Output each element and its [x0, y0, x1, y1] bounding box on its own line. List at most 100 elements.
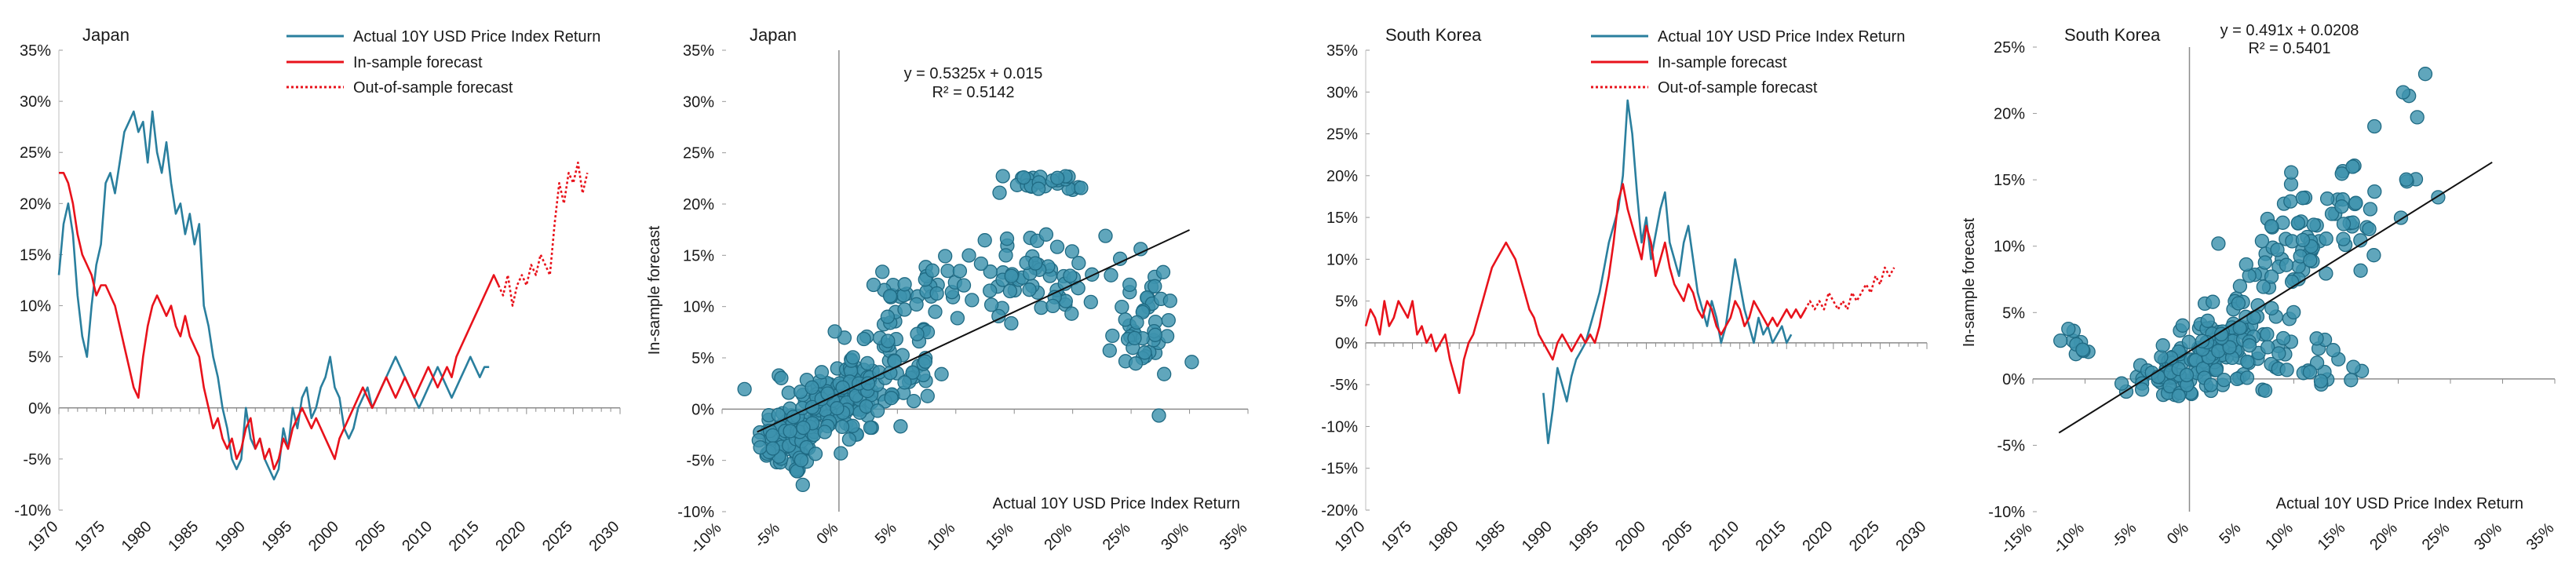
scatter-point: [2303, 253, 2318, 268]
scatter-point: [940, 263, 955, 279]
scatter-point: [2302, 365, 2318, 380]
scatter-point: [1159, 329, 1175, 344]
x-tick-label: 1980: [119, 518, 155, 555]
x-tick-label: 5%: [2217, 519, 2245, 548]
scatter-point: [1184, 355, 1199, 370]
scatter-point: [783, 424, 797, 439]
scatter-point: [2399, 172, 2414, 187]
japan-r-squared: R² = 0.5142: [932, 84, 1014, 101]
scatter-point: [2334, 166, 2349, 181]
y-tick-label: 25%: [1326, 126, 1358, 144]
scatter-point: [795, 477, 810, 493]
scatter-point: [2336, 217, 2352, 231]
y-tick-label: 20%: [683, 196, 714, 213]
scatter-point: [1148, 279, 1162, 293]
scatter-point: [2181, 334, 2196, 349]
scatter-point: [2284, 165, 2299, 180]
y-tick-label: 35%: [20, 42, 51, 60]
series-insample-line: [59, 172, 500, 471]
korea-scatter-xlabel: Actual 10Y USD Price Index Return: [2276, 495, 2523, 512]
scatter-point: [765, 441, 780, 456]
scatter-point: [2053, 333, 2068, 348]
scatter-point: [2254, 233, 2270, 249]
scatter-point: [1063, 268, 1078, 283]
scatter-point: [977, 233, 992, 248]
scatter-point: [983, 264, 998, 279]
scatter-point: [2242, 338, 2257, 353]
y-tick-label: 30%: [1326, 84, 1358, 101]
korea-scatter-title: South Korea: [2064, 25, 2161, 45]
scatter-point: [875, 264, 890, 279]
scatter-point: [2203, 377, 2218, 392]
scatter-point: [765, 428, 780, 443]
scatter-point: [1115, 299, 1129, 315]
korea-scatter-chart: South Korea 25%20%15%10%5%0%-5%-10%-15% -…: [1961, 22, 2558, 558]
y-tick-label: 10%: [1994, 239, 2025, 256]
scatter-point: [2286, 304, 2301, 320]
scatter-point: [965, 293, 980, 308]
scatter-point: [1127, 330, 1142, 346]
y-tick-label: 25%: [20, 144, 51, 162]
legend-actual-label: Actual 10Y USD Price Index Return: [1658, 28, 1905, 46]
x-tick-label: 1980: [1425, 518, 1462, 555]
scatter-point: [866, 277, 881, 293]
x-tick-label: -10%: [2049, 519, 2088, 558]
x-tick-label: 1985: [1472, 518, 1509, 555]
x-tick-label: 2030: [586, 518, 623, 555]
y-tick-label: 30%: [20, 93, 51, 111]
y-tick-label: -10%: [1321, 418, 1358, 436]
scatter-point: [920, 388, 935, 403]
x-tick-label: 2000: [305, 518, 342, 555]
x-tick-label: 20%: [2366, 519, 2401, 554]
scatter-point: [2239, 370, 2255, 385]
y-tick-label: -5%: [686, 453, 714, 470]
scatter-point: [781, 385, 796, 400]
y-tick-label: 10%: [20, 298, 51, 315]
y-tick-label: -15%: [1321, 461, 1358, 478]
korea-trend-equation: y = 0.491x + 0.0208: [2220, 22, 2359, 39]
scatter-point: [934, 366, 949, 381]
trend-line: [2058, 161, 2493, 434]
y-tick-label: 0%: [2002, 371, 2025, 388]
scatter-point: [1064, 306, 1079, 321]
scatter-point: [893, 419, 908, 434]
korea-timeseries-title: South Korea: [1385, 25, 1482, 45]
scatter-point: [1004, 315, 1019, 331]
scatter-point: [1050, 170, 1065, 185]
y-tick-label: 25%: [683, 145, 714, 162]
scatter-point: [998, 248, 1013, 263]
scatter-point: [2238, 257, 2253, 272]
scatter-point: [1161, 312, 1176, 328]
scatter-point: [929, 286, 944, 301]
scatter-point: [884, 391, 899, 406]
scatter-point: [2345, 159, 2360, 174]
scatter-point: [897, 375, 912, 390]
scatter-point: [938, 249, 953, 264]
x-tick-label: 1995: [1565, 518, 1602, 555]
scatter-point: [952, 264, 968, 279]
x-tick-label: 1985: [165, 518, 202, 555]
scatter-point: [830, 401, 845, 416]
y-tick-label: 5%: [691, 350, 714, 367]
scatter-point: [2231, 296, 2246, 311]
scatter-point: [2075, 342, 2090, 357]
x-tick-label: 35%: [2523, 519, 2558, 554]
scatter-point: [834, 419, 850, 435]
x-tick-label: 15%: [983, 519, 1017, 554]
y-tick-label: 5%: [28, 349, 51, 366]
scatter-point: [2344, 373, 2359, 388]
scatter-point: [2279, 257, 2294, 272]
series-outsample-line: [1804, 266, 1896, 311]
x-tick-label: 10%: [2262, 519, 2297, 554]
y-tick-label: -20%: [1321, 502, 1358, 519]
scatter-point: [950, 311, 965, 326]
x-tick-label: 2020: [492, 518, 529, 555]
scatter-point: [2319, 231, 2333, 246]
scatter-point: [1002, 283, 1018, 299]
y-tick-label: -5%: [1997, 437, 2025, 454]
scatter-point: [1028, 256, 1043, 271]
scatter-point: [859, 355, 875, 371]
scatter-point: [1105, 328, 1120, 344]
korea-scatter-ylabel: In-sample forecast: [1961, 217, 1978, 347]
x-tick-label: 1970: [1332, 518, 1369, 555]
